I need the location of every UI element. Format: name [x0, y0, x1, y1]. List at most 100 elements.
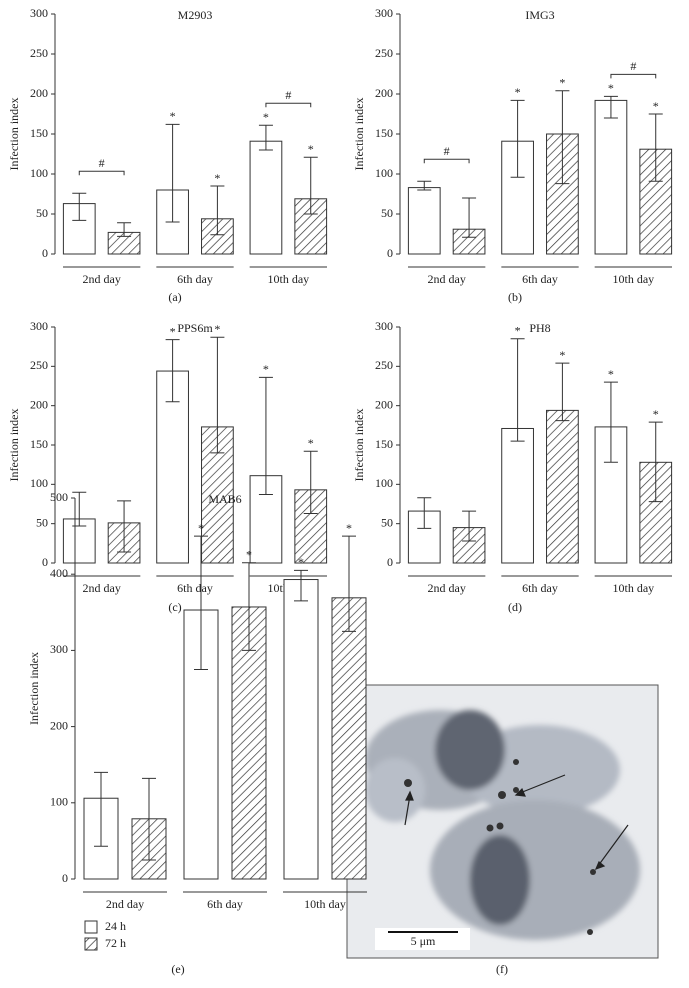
- bar: [501, 427, 534, 564]
- y-axis-label: Infection index: [352, 98, 366, 171]
- error-bar: [510, 99, 525, 178]
- x-tick-label: 6th day: [207, 897, 243, 911]
- error-bar: [258, 376, 273, 496]
- y-tick-label: 200: [375, 397, 393, 411]
- significance-mark: *: [608, 81, 614, 95]
- x-tick-label: 10th day: [612, 272, 654, 286]
- bar: [249, 475, 283, 564]
- bar: [546, 409, 579, 564]
- bar: [594, 99, 628, 255]
- panel-label: (c): [168, 600, 181, 614]
- chart-title: PH8: [529, 321, 550, 335]
- y-tick-label: 300: [50, 642, 68, 656]
- error-bar: [210, 336, 225, 454]
- error-bar: [142, 777, 156, 861]
- error-bar: [648, 421, 663, 503]
- comparison-label: #: [630, 59, 636, 73]
- panel-label: (a): [168, 290, 181, 304]
- y-tick-label: 300: [30, 6, 48, 20]
- scale-bar-box: [375, 928, 470, 950]
- y-tick-label: 150: [375, 126, 393, 140]
- error-bar: [242, 562, 256, 651]
- y-tick-label: 150: [30, 126, 48, 140]
- y-tick-label: 0: [387, 246, 393, 260]
- error-bar: [510, 338, 525, 442]
- error-bar: [555, 362, 570, 422]
- error-bar: [462, 510, 477, 542]
- legend-swatch: [84, 920, 98, 934]
- scale-bar-label: 5 μm: [411, 934, 436, 948]
- significance-mark: *: [298, 555, 304, 569]
- x-tick-label: 10th day: [612, 581, 654, 595]
- y-tick-label: 50: [36, 206, 48, 220]
- significance-mark: *: [653, 407, 659, 421]
- panel-label: (e): [171, 962, 184, 976]
- chart-title: MAB6: [208, 492, 241, 506]
- y-tick-label: 100: [50, 795, 68, 809]
- error-bar: [72, 192, 87, 221]
- y-axis-label: Infection index: [7, 409, 21, 482]
- error-bar: [165, 339, 180, 403]
- y-tick-label: 0: [42, 555, 48, 569]
- y-tick-label: 50: [36, 515, 48, 529]
- micrograph: 5 μm (f): [346, 684, 659, 976]
- significance-mark: *: [308, 436, 314, 450]
- parasites: [404, 759, 596, 935]
- significance-mark: *: [308, 142, 314, 156]
- significance-mark: *: [515, 324, 521, 338]
- y-tick-label: 200: [30, 397, 48, 411]
- y-tick-label: 150: [30, 437, 48, 451]
- significance-mark: *: [246, 548, 252, 562]
- x-tick-label: 2nd day: [428, 581, 466, 595]
- x-tick-label: 6th day: [522, 272, 558, 286]
- y-tick-label: 0: [42, 246, 48, 260]
- error-bar: [94, 771, 108, 847]
- y-tick-label: 300: [375, 319, 393, 333]
- comparison-bracket: [265, 102, 312, 108]
- comparison-bracket: [423, 158, 470, 164]
- chart-title: IMG3: [525, 8, 554, 22]
- panel-label: (d): [508, 600, 522, 614]
- cells: [365, 710, 640, 940]
- x-tick-label: 2nd day: [83, 581, 121, 595]
- error-bar: [258, 124, 273, 151]
- significance-mark: *: [608, 367, 614, 381]
- significance-mark: *: [214, 171, 220, 185]
- y-tick-label: 200: [50, 718, 68, 732]
- error-bar: [603, 95, 618, 119]
- y-tick-label: 300: [30, 319, 48, 333]
- significance-mark: *: [559, 76, 565, 90]
- significance-mark: *: [214, 322, 220, 336]
- significance-mark: *: [198, 521, 204, 535]
- chart-title: PPS6m: [177, 321, 213, 335]
- error-bar: [294, 569, 308, 602]
- x-tick-label: 2nd day: [428, 272, 466, 286]
- bar: [407, 187, 441, 255]
- error-bar: [462, 197, 477, 238]
- x-tick-label: 6th day: [177, 272, 213, 286]
- comparison-label: #: [99, 156, 105, 170]
- bar: [249, 140, 283, 255]
- x-tick-label: 2nd day: [83, 272, 121, 286]
- panel-label: (f): [496, 962, 508, 976]
- error-bar: [210, 185, 225, 236]
- significance-mark: *: [170, 109, 176, 123]
- y-tick-label: 400: [50, 566, 68, 580]
- y-tick-label: 0: [387, 555, 393, 569]
- y-axis-label: Infection index: [352, 409, 366, 482]
- x-tick-label: 2nd day: [106, 897, 144, 911]
- error-bar: [194, 535, 208, 670]
- error-bar: [117, 500, 132, 553]
- y-tick-label: 250: [30, 46, 48, 60]
- y-tick-label: 100: [30, 476, 48, 490]
- error-bar: [417, 497, 432, 529]
- y-tick-label: 50: [381, 206, 393, 220]
- error-bar: [648, 113, 663, 182]
- significance-mark: *: [346, 521, 352, 535]
- bar: [283, 579, 319, 880]
- comparison-label: #: [444, 144, 450, 158]
- error-bar: [117, 222, 132, 237]
- bar: [156, 370, 189, 564]
- comparison-label: #: [285, 88, 291, 102]
- error-bar: [165, 123, 180, 223]
